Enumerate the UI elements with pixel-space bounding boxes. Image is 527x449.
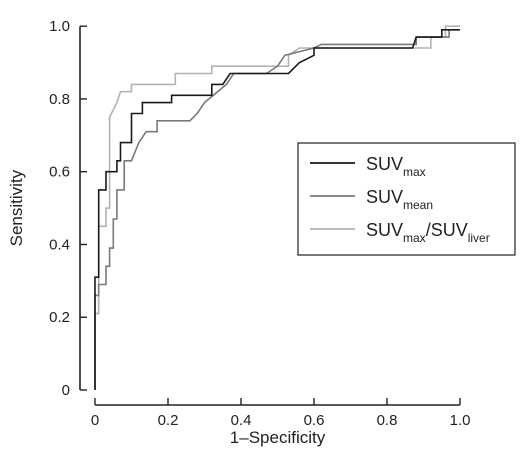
legend-entries: SUVmax SUVmean SUVmax/SUVliver <box>310 154 490 245</box>
legend: SUVmax SUVmean SUVmax/SUVliver <box>297 142 516 256</box>
legend-label-0: SUVmax <box>366 154 426 179</box>
y-tick-label: 0.8 <box>49 91 70 108</box>
y-tick-label: 0 <box>62 382 70 399</box>
x-tick-label: 0 <box>91 412 99 429</box>
legend-box <box>297 142 516 256</box>
x-tick-label: 0.2 <box>158 412 179 429</box>
x-tick-label: 0.6 <box>304 412 325 429</box>
x-axis-title: 1–Specificity <box>230 428 326 447</box>
y-tick-label: 0.2 <box>49 309 70 326</box>
y-tick-label: 0.6 <box>49 164 70 181</box>
series-line-1 <box>94 29 460 390</box>
y-axis-title: Sensitivity <box>7 169 26 246</box>
y-tick-label: 1.0 <box>49 18 70 35</box>
x-tick-label: 0.8 <box>377 412 398 429</box>
x-ticks: 0 0.2 0.4 0.6 0.8 1.0 <box>91 398 471 429</box>
series-line-0 <box>94 29 460 390</box>
legend-label-2: SUVmax/SUVliver <box>366 220 490 245</box>
series-line-2 <box>94 25 460 390</box>
legend-label-1: SUVmean <box>366 187 433 212</box>
y-ticks: 0 0.2 0.4 0.6 0.8 1.0 <box>49 18 87 399</box>
axes: 0 0.2 0.4 0.6 0.8 1.0 0 0.2 0.4 0.6 0.8 1.0 <box>49 18 470 429</box>
x-tick-label: 0.4 <box>231 412 252 429</box>
series-layer <box>94 25 460 390</box>
x-tick-label: 1.0 <box>450 412 471 429</box>
y-tick-label: 0.4 <box>49 236 70 253</box>
